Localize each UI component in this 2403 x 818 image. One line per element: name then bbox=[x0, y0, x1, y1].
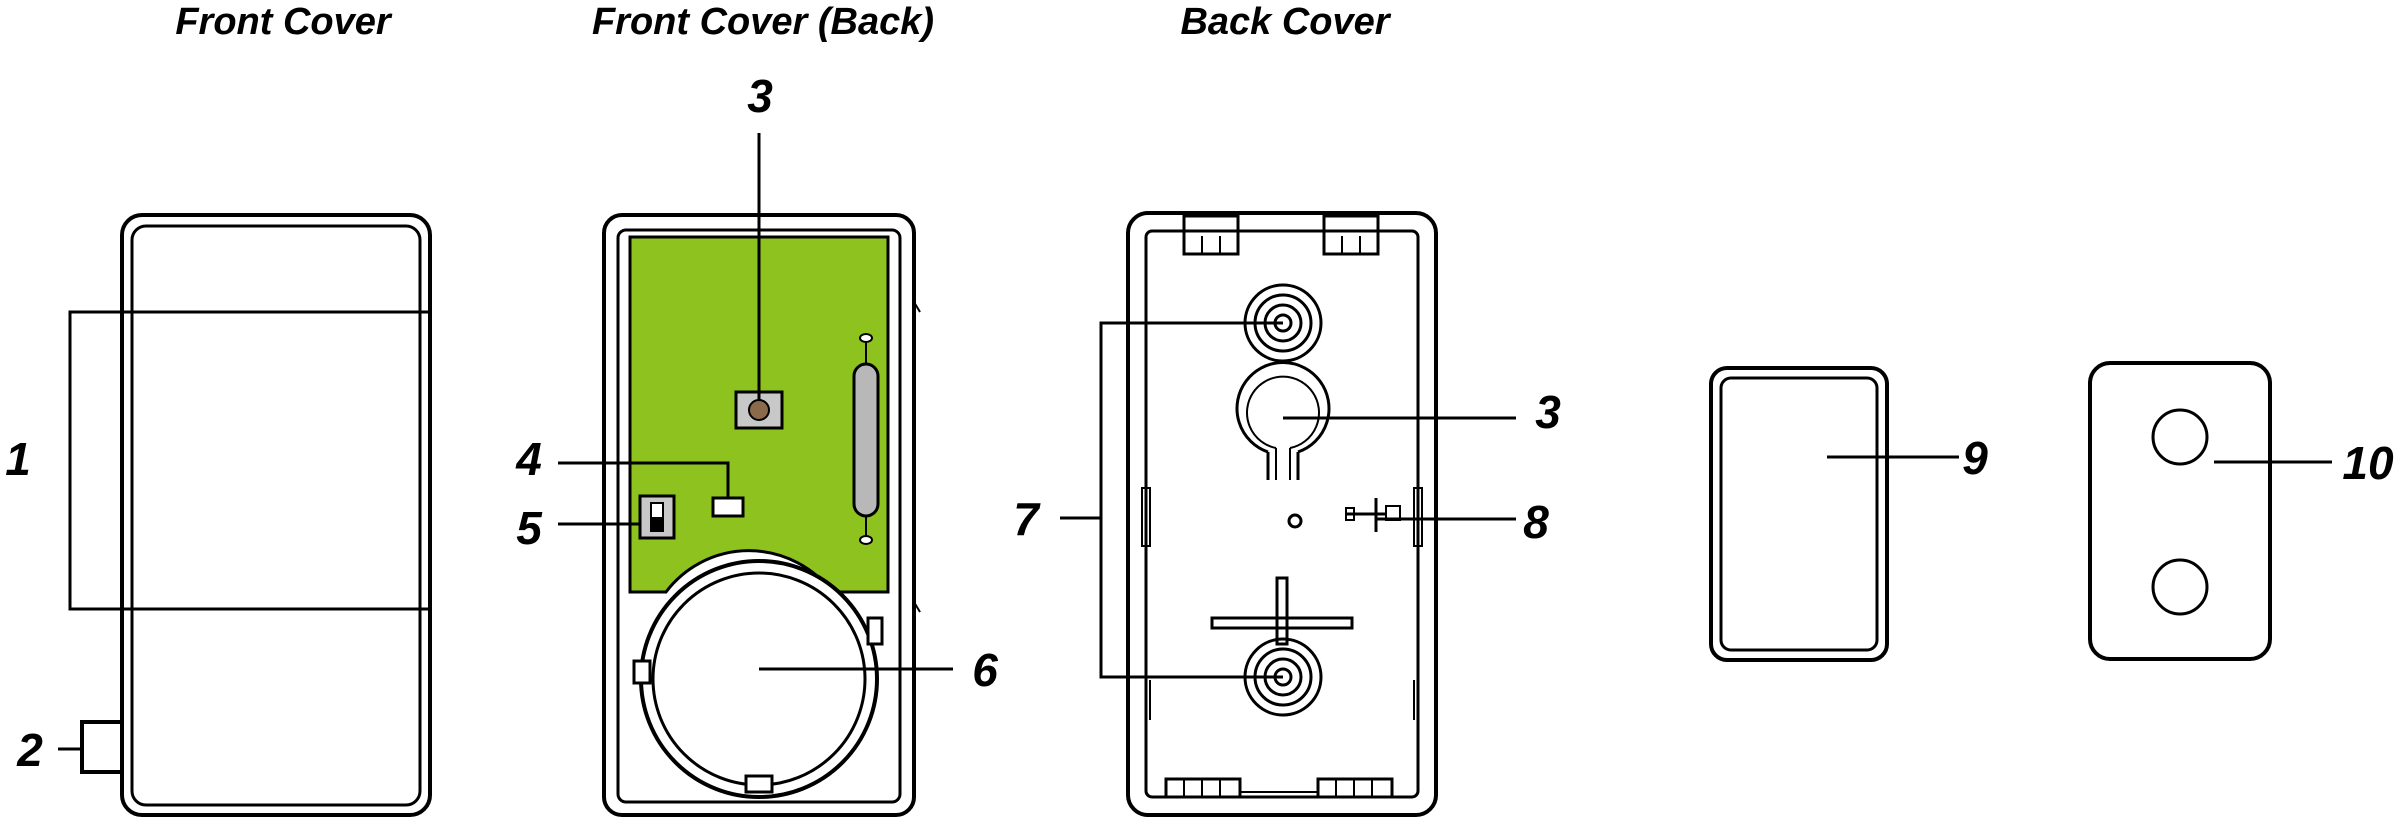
reed-switch-top-lead bbox=[859, 333, 873, 343]
battery-holder-outer bbox=[639, 559, 879, 799]
callout-4: 4 bbox=[515, 433, 542, 485]
callout-3-back: 3 bbox=[1535, 386, 1561, 438]
front-cover-inner bbox=[130, 224, 422, 807]
callout-3-front-back: 3 bbox=[747, 70, 773, 122]
heading-front-cover: Front Cover bbox=[175, 1, 393, 43]
spacer-pad-9: 9 bbox=[1709, 366, 1988, 662]
front-cover-back: 3 4 5 6 bbox=[515, 70, 998, 817]
adhesive-tape-hole-top bbox=[2151, 408, 2209, 466]
adhesive-tape-outer bbox=[2088, 361, 2272, 661]
side-rail-left bbox=[1141, 487, 1151, 547]
side-clip-lower bbox=[913, 601, 921, 613]
top-latch-left bbox=[1182, 214, 1240, 256]
tamper-switch-tail bbox=[1345, 507, 1355, 521]
callout-1: 1 bbox=[5, 433, 31, 485]
battery-holder-right-tab bbox=[866, 616, 884, 646]
pcb-dip-switch-knob bbox=[651, 517, 663, 531]
cross-rib-horizontal bbox=[1210, 616, 1354, 630]
keyhole-outer bbox=[1235, 361, 1331, 454]
battery-holder-bottom-tab bbox=[744, 774, 774, 794]
leader-4 bbox=[558, 461, 730, 498]
keyhole-inner-slot bbox=[1275, 448, 1291, 480]
spacer-pad-inner bbox=[1719, 376, 1879, 652]
cross-rib-vertical bbox=[1275, 576, 1289, 646]
callout-6: 6 bbox=[972, 644, 998, 696]
callout-10: 10 bbox=[2342, 437, 2394, 489]
keyhole-inner bbox=[1246, 375, 1320, 449]
side-rail-right bbox=[1413, 487, 1423, 547]
callout-5: 5 bbox=[516, 502, 543, 554]
callout-8: 8 bbox=[1523, 496, 1549, 548]
reed-switch bbox=[852, 362, 880, 518]
back-cover-outer bbox=[1126, 211, 1438, 817]
battery-holder-left-tab bbox=[632, 659, 652, 685]
adhesive-tape-10: 10 bbox=[2088, 361, 2394, 661]
heading-front-cover-back: Front Cover (Back) bbox=[592, 1, 934, 43]
reed-switch-bottom-lead bbox=[859, 535, 873, 545]
front-cover-side-button bbox=[80, 720, 124, 774]
pcb-sensor-lens bbox=[748, 399, 770, 421]
bracket-7 bbox=[1099, 321, 1283, 679]
callout-7: 7 bbox=[1013, 493, 1041, 545]
top-latch-right bbox=[1322, 214, 1380, 256]
front-cover: 1 2 bbox=[5, 213, 432, 817]
callout-9: 9 bbox=[1962, 432, 1988, 484]
front-cover-outer bbox=[120, 213, 432, 817]
side-clip-upper bbox=[913, 301, 921, 313]
back-cover-inner bbox=[1144, 229, 1420, 799]
back-cover: 7 3 8 bbox=[1013, 211, 1561, 817]
callout-2: 2 bbox=[16, 724, 43, 776]
bracket-1 bbox=[68, 310, 122, 611]
heading-back-cover: Back Cover bbox=[1180, 1, 1391, 43]
pcb-switch-4 bbox=[711, 496, 745, 518]
center-hole bbox=[1287, 513, 1303, 529]
adhesive-tape-hole-bottom bbox=[2151, 558, 2209, 616]
spacer-pad-outer bbox=[1709, 366, 1889, 662]
keyhole-slot bbox=[1266, 452, 1300, 480]
